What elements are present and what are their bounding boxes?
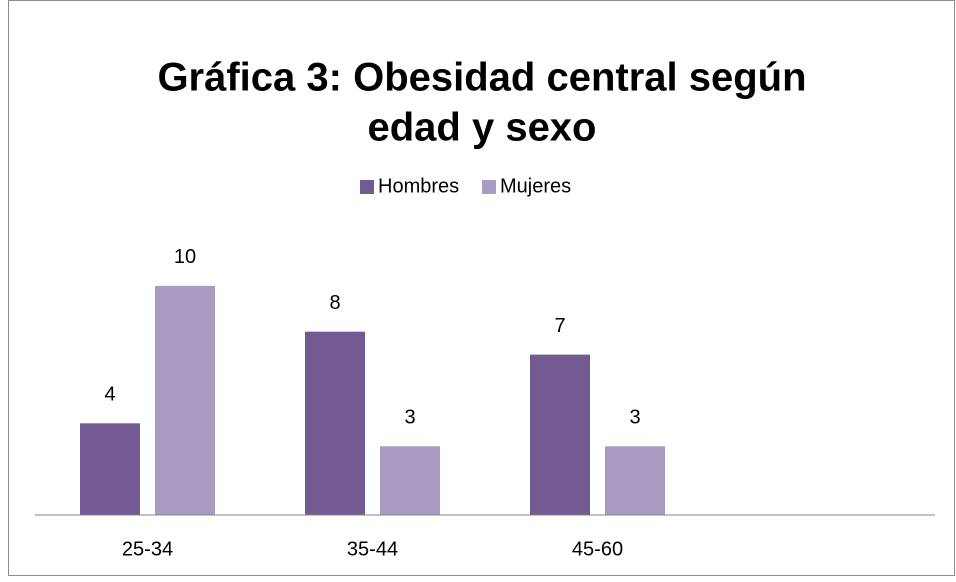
legend-label: Mujeres	[500, 175, 571, 197]
data-label: 7	[554, 315, 565, 337]
x-tick-label: 45-60	[572, 538, 623, 560]
legend-swatch	[482, 180, 496, 194]
bar	[80, 423, 140, 515]
legend-label: Hombres	[378, 175, 459, 197]
chart-title: Gráfica 3: Obesidad central según	[157, 56, 806, 100]
bar	[155, 285, 215, 515]
bar	[530, 354, 590, 515]
bar	[305, 331, 365, 515]
data-label: 4	[104, 384, 115, 406]
x-tick-label: 35-44	[347, 538, 398, 560]
legend-swatch	[360, 180, 374, 194]
data-label: 3	[629, 407, 640, 429]
x-tick-label: 25-34	[122, 538, 173, 560]
chart-title: edad y sexo	[367, 106, 596, 150]
data-label: 3	[404, 407, 415, 429]
bar	[605, 446, 665, 515]
data-label: 8	[329, 292, 340, 314]
bar	[380, 446, 440, 515]
data-label: 10	[174, 246, 196, 268]
